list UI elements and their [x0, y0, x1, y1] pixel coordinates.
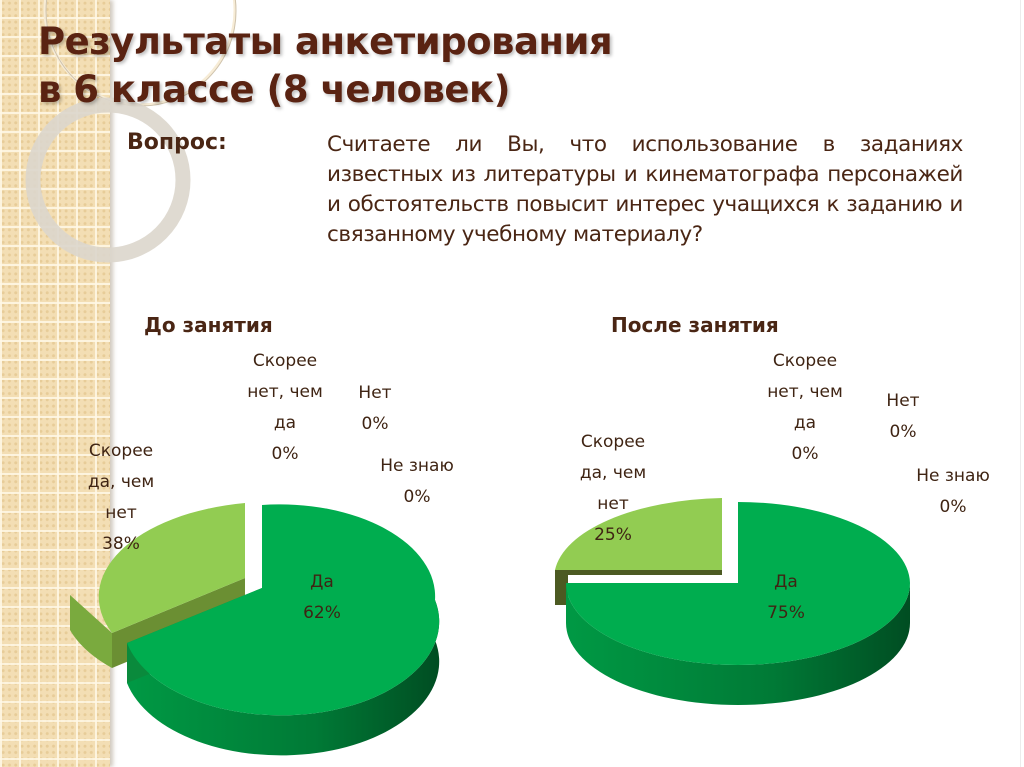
chart-before-title: До занятия: [144, 313, 273, 337]
pie-after-slice-skoree-da: [555, 498, 722, 605]
page-title: Результаты анкетирования в 6 классе (8 ч…: [38, 18, 613, 114]
pie-after-slice-da: [566, 502, 910, 705]
label-after-net: Нет 0%: [886, 391, 920, 442]
slide-border: [1020, 0, 1021, 767]
pie-before-slice-da: [127, 504, 440, 756]
label-after-da: Да 75%: [767, 572, 805, 623]
chart-after-title: После занятия: [611, 313, 779, 337]
question-label: Вопрос:: [127, 130, 227, 155]
question-text: Считаете ли Вы, что использование в зада…: [327, 132, 963, 247]
title-line-2: в 6 классе (8 человек): [38, 68, 511, 111]
decorative-rings-icon: [25, 0, 237, 263]
label-before-net: Нет 0%: [358, 383, 392, 434]
label-after-skoree-net: Скорее нет, чем да 0%: [767, 351, 843, 464]
label-before-ne-znayu: Не знаю 0%: [380, 456, 454, 507]
label-before-skoree-net: Скорее нет, чем да 0%: [247, 351, 323, 464]
label-after-ne-znayu: Не знаю 0%: [916, 466, 990, 517]
label-before-skoree-da: Скорее да, чем нет 38%: [87, 441, 155, 554]
title-line-1: Результаты анкетирования: [38, 20, 613, 63]
label-before-da: Да 62%: [303, 572, 341, 623]
label-after-skoree-da: Скорее да, чем нет 25%: [579, 432, 647, 545]
